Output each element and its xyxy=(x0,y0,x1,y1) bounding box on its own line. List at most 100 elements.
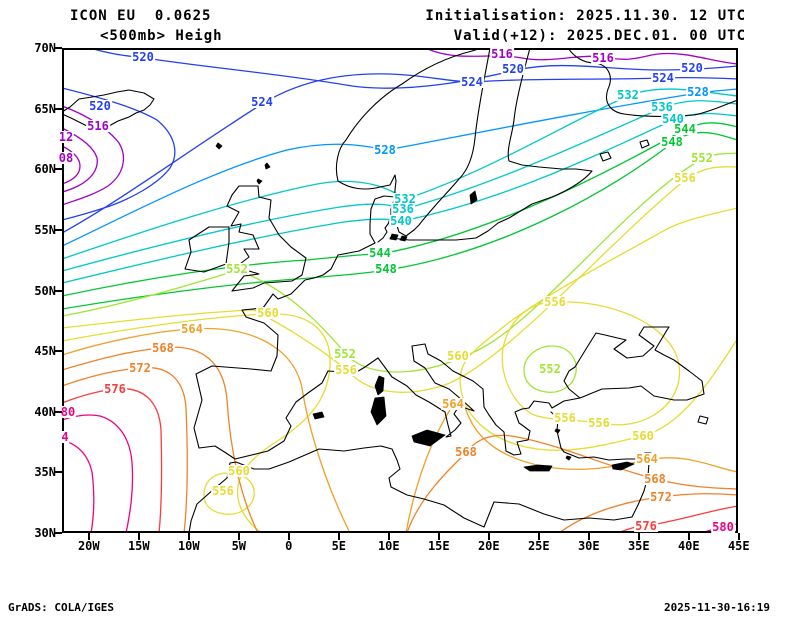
contour-label: 552 xyxy=(538,362,562,376)
lon-tick-label: 10E xyxy=(377,539,400,553)
contour-label: 580 xyxy=(711,520,735,534)
lat-tick-label: 40N xyxy=(34,404,56,419)
lon-tick-label: 25E xyxy=(527,539,550,553)
island-sicily xyxy=(411,429,446,447)
model-title: ICON EU 0.0625 xyxy=(70,8,212,24)
island-cyprus xyxy=(611,461,635,471)
lon-tick-label: 5W xyxy=(231,539,247,553)
lon-tick-label: 45E xyxy=(727,539,750,553)
lon-tick-label: 20W xyxy=(77,539,100,553)
map-frame xyxy=(62,48,738,533)
island-mallorca xyxy=(312,411,325,420)
contour-label: 516 xyxy=(490,47,514,61)
lon-tick-mark xyxy=(737,533,740,540)
island-zealand xyxy=(389,233,399,241)
contour-label: 524 xyxy=(250,95,274,109)
coastlines xyxy=(62,48,738,533)
contour-label: 524 xyxy=(651,71,675,85)
lat-tick-label: 50N xyxy=(34,283,56,298)
coast-black-sea xyxy=(563,326,705,401)
lat-tick-label: 30N xyxy=(34,526,56,540)
contour-label: 560 xyxy=(631,429,655,443)
contour-label: 576 xyxy=(103,382,127,396)
lat-tick-mark xyxy=(55,168,62,171)
lon-tick-label: 15E xyxy=(427,539,450,553)
contour-label: 552 xyxy=(333,347,357,361)
contour-label: 556 xyxy=(543,295,567,309)
contour-label: 556 xyxy=(587,416,611,430)
lake-van xyxy=(697,415,709,425)
contour-label: 564 xyxy=(635,452,659,466)
contour-label: 556 xyxy=(553,411,577,425)
grads-credit: GrADS: COLA/IGES xyxy=(8,601,114,614)
contour-label: 528 xyxy=(373,143,397,157)
creation-timestamp: 2025-11-30-16:19 xyxy=(664,601,770,614)
coast-finland-gulf xyxy=(389,48,593,241)
contour-label: 568 xyxy=(454,445,478,459)
coast-norway-west xyxy=(335,48,483,182)
lat-tick-label: 60N xyxy=(34,162,56,177)
contour-label: 4 xyxy=(60,430,70,444)
lon-tick-label: 15W xyxy=(127,539,150,553)
contour-label: 556 xyxy=(211,484,235,498)
island-gotland xyxy=(469,190,478,205)
valid-time: Valid(+12): 2025.DEC.01. 00 UTC xyxy=(453,28,746,44)
lon-tick-mark xyxy=(287,533,290,540)
coast-mainland-west xyxy=(193,242,581,460)
contour-label: 08 xyxy=(57,151,75,165)
lon-tick-mark xyxy=(87,533,90,540)
island-orkney xyxy=(256,178,263,185)
contour-label: 540 xyxy=(389,214,413,228)
contour-label: 564 xyxy=(441,397,465,411)
lon-tick-mark xyxy=(187,533,190,540)
contour-label: 556 xyxy=(334,363,358,377)
contour-label: 552 xyxy=(690,151,714,165)
lon-tick-mark xyxy=(637,533,640,540)
island-funen xyxy=(399,235,408,242)
contour-label: 520 xyxy=(88,99,112,113)
contour-label: 560 xyxy=(446,349,470,363)
lat-tick-mark xyxy=(55,350,62,353)
contour-label: 548 xyxy=(660,135,684,149)
lat-tick-mark xyxy=(55,107,62,110)
contour-label: 568 xyxy=(643,472,667,486)
contour-label: 560 xyxy=(227,464,251,478)
lon-tick-mark xyxy=(487,533,490,540)
lat-tick-mark xyxy=(55,289,62,292)
island-rhodes xyxy=(565,455,572,461)
contour-label: 516 xyxy=(86,119,110,133)
contour-label: 568 xyxy=(151,341,175,355)
contour-label: 12 xyxy=(57,130,75,144)
contour-label: 540 xyxy=(661,112,685,126)
lon-tick-label: 40E xyxy=(677,539,700,553)
coast-sweden-baltic xyxy=(337,48,491,237)
lon-tick-mark xyxy=(237,533,240,540)
contour-label: 560 xyxy=(256,306,280,320)
contour-label: 80 xyxy=(59,405,77,419)
init-time: Initialisation: 2025.11.30. 12 UTC xyxy=(425,8,746,24)
contour-label: 524 xyxy=(460,75,484,89)
coast-great-britain xyxy=(226,185,307,292)
contour-label: 520 xyxy=(131,50,155,64)
contour-label: 544 xyxy=(673,122,697,136)
contour-label: 532 xyxy=(393,192,417,206)
lon-tick-label: 35E xyxy=(627,539,650,553)
island-faroe xyxy=(215,142,223,150)
contour-label: 564 xyxy=(180,322,204,336)
lat-tick-label: 45N xyxy=(34,344,56,359)
contour-label: 556 xyxy=(673,171,697,185)
contour-label: 528 xyxy=(686,85,710,99)
lon-tick-mark xyxy=(337,533,340,540)
lat-tick-label: 70N xyxy=(34,41,56,55)
lon-tick-mark xyxy=(137,533,140,540)
contour-label: 572 xyxy=(649,490,673,504)
island-sardinia xyxy=(370,396,387,426)
contour-label: 536 xyxy=(391,202,415,216)
coast-anatolia-africa xyxy=(188,411,652,533)
contour-label: 552 xyxy=(225,262,249,276)
lon-tick-mark xyxy=(437,533,440,540)
contour-label: 536 xyxy=(650,100,674,114)
lon-tick-label: 10W xyxy=(177,539,200,553)
contour-label: 572 xyxy=(128,361,152,375)
